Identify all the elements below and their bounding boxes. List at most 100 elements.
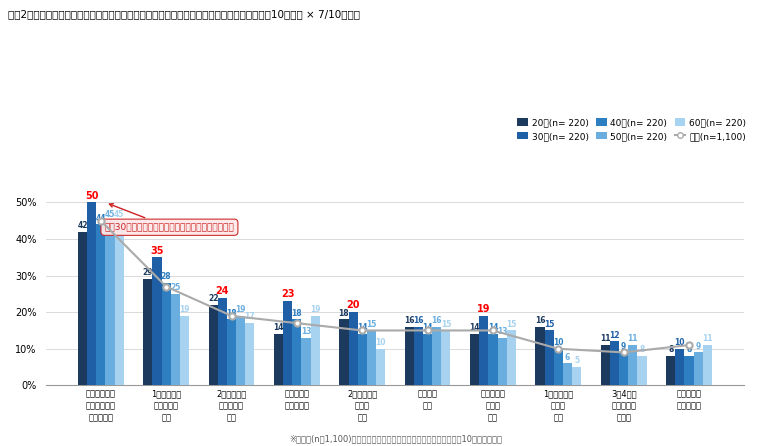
Bar [227,319,236,385]
Text: 44: 44 [96,214,106,223]
Text: 19: 19 [310,305,321,314]
Bar [470,334,480,385]
Text: 28: 28 [161,272,172,281]
Text: 15: 15 [441,320,451,329]
Bar [376,349,385,385]
Text: 16: 16 [404,316,414,325]
Bar [87,202,97,385]
Text: 9: 9 [621,342,626,351]
Legend: 20代(n= 220), 30代(n= 220), 40代(n= 220), 50代(n= 220), 60代(n= 220), 全体(n=1,100): 20代(n= 220), 30代(n= 220), 40代(n= 220), 5… [518,118,746,141]
Bar [676,349,685,385]
Bar [293,319,302,385]
Text: 5: 5 [574,356,579,365]
Text: 29: 29 [143,268,153,277]
Bar [209,305,218,385]
Bar [480,316,489,385]
Text: 45: 45 [114,210,125,219]
Text: 23: 23 [281,289,294,299]
Text: 45: 45 [105,210,115,219]
Text: 15: 15 [366,320,377,329]
Text: ※「全体(n＝1,100)」の値を基準に降順並び替え、スコアの高い上众10項目のみ抜粋: ※「全体(n＝1,100)」の値を基準に降順並び替え、スコアの高い上众10項目の… [289,435,502,444]
Text: 25: 25 [170,283,180,292]
Text: 13: 13 [301,327,312,336]
Bar [545,330,554,385]
Bar [115,221,124,385]
Text: 6: 6 [565,352,570,362]
Bar [302,338,311,385]
Text: 14: 14 [488,323,499,332]
Bar [563,363,572,385]
Text: 18: 18 [292,309,302,318]
Text: 10: 10 [375,338,386,347]
Bar [619,352,629,385]
Text: 11: 11 [628,334,638,343]
Bar [283,301,293,385]
Bar [572,367,581,385]
Text: 10: 10 [675,338,686,347]
Text: 13: 13 [497,327,508,336]
Bar [629,345,638,385]
Text: 24: 24 [216,286,229,296]
Bar [106,221,115,385]
Text: 11: 11 [702,334,713,343]
Bar [601,345,610,385]
Bar [349,312,358,385]
Text: 14: 14 [470,323,480,332]
Bar [162,283,171,385]
Text: 15: 15 [544,320,554,329]
Bar [498,338,507,385]
Text: 50: 50 [85,190,98,201]
Text: 19: 19 [236,305,246,314]
Bar [685,356,694,385]
Text: 特に30代でお出かけを「してもいい」と考える傾向: 特に30代でお出かけを「してもいい」と考える傾向 [105,204,234,232]
Bar [638,356,647,385]
Bar [610,342,619,385]
Bar [405,327,414,385]
Text: 20: 20 [347,300,359,310]
Text: 9: 9 [695,342,701,351]
Text: 18: 18 [226,309,237,318]
Bar [536,327,545,385]
Text: 16: 16 [432,316,442,325]
Text: 35: 35 [150,245,163,256]
Bar [507,330,516,385]
Bar [245,323,255,385]
Bar [274,334,283,385]
Bar [554,349,563,385]
Text: 16: 16 [413,316,424,325]
Text: 8: 8 [686,345,692,354]
Bar [144,279,153,385]
Text: ＜図2＞星今の状況下の中で、現在、あなたが「してもいい」と思うこと（複数回答）《上众10項目》 × 7/10調査時: ＜図2＞星今の状況下の中で、現在、あなたが「してもいい」と思うこと（複数回答）《… [8,9,359,19]
Bar [171,294,180,385]
Text: 19: 19 [179,305,190,314]
Text: 8: 8 [668,345,673,354]
Bar [442,330,451,385]
Text: 15: 15 [506,320,517,329]
Bar [667,356,676,385]
Bar [236,316,245,385]
Bar [423,334,432,385]
Bar [97,224,106,385]
Text: 22: 22 [208,294,218,303]
Bar [340,319,349,385]
Bar [180,316,189,385]
Text: 17: 17 [245,312,255,321]
Bar [703,345,712,385]
Bar [153,257,162,385]
Bar [218,297,227,385]
Text: 18: 18 [339,309,350,318]
Text: 16: 16 [535,316,545,325]
Text: 10: 10 [553,338,564,347]
Text: 14: 14 [357,323,368,332]
Bar [694,352,703,385]
Text: 11: 11 [600,334,610,343]
Text: 14: 14 [274,323,283,332]
Text: 8: 8 [639,345,644,354]
Text: 42: 42 [78,221,87,230]
Text: 19: 19 [477,304,490,314]
Bar [358,334,367,385]
Bar [367,330,376,385]
Text: 12: 12 [610,330,620,339]
Bar [414,327,423,385]
Bar [78,232,87,385]
